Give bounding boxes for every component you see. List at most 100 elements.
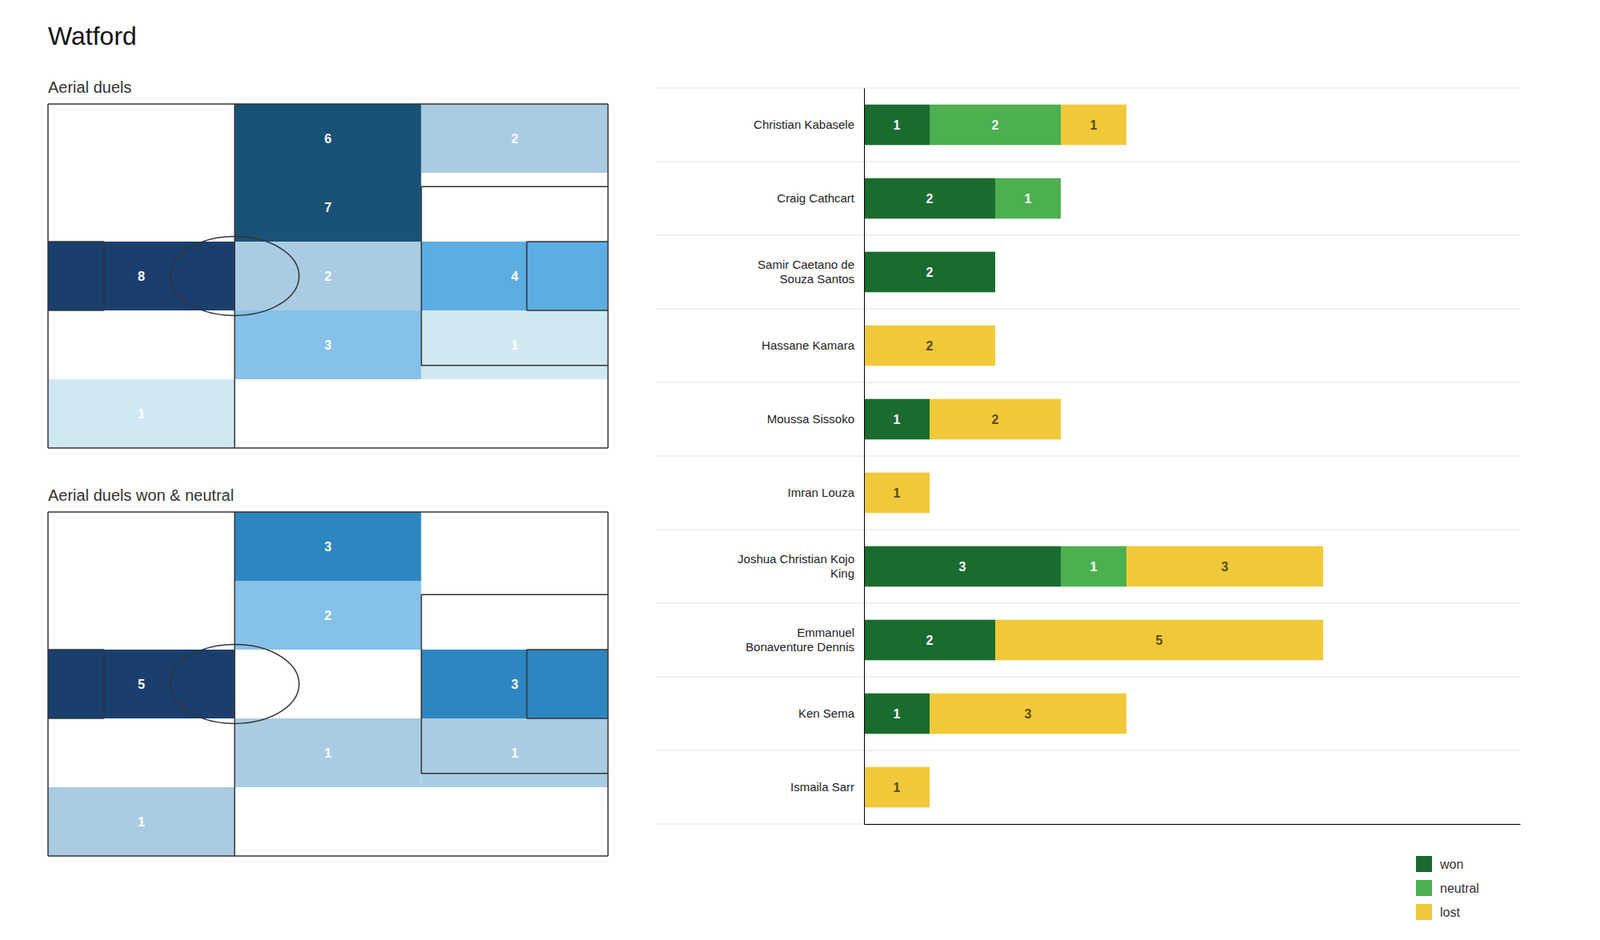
heatmap-cell bbox=[48, 379, 235, 448]
tick-label: Imran Louza bbox=[788, 485, 856, 500]
heatmap-cell bbox=[421, 104, 608, 173]
row-separator bbox=[656, 382, 1520, 384]
heatmap-cell bbox=[48, 172, 235, 242]
chart-title: Aerial duels bbox=[48, 78, 132, 96]
bar-segment bbox=[864, 104, 930, 146]
data-label: 3 bbox=[324, 338, 332, 352]
tick-label-line: Ken Sema bbox=[798, 706, 856, 720]
pitch-line bbox=[421, 185, 608, 188]
bar-labels: 122132121112213531 bbox=[893, 118, 1229, 795]
tick-label-line: Craig Cathcart bbox=[776, 191, 856, 205]
row-separator bbox=[656, 824, 1520, 825]
row-separators bbox=[656, 88, 1520, 824]
pitch-line bbox=[421, 364, 608, 367]
bar-segment bbox=[1126, 546, 1324, 588]
bar-segment bbox=[864, 546, 1061, 588]
tick-label: Craig Cathcart bbox=[776, 191, 856, 205]
heatmap-cell bbox=[48, 310, 235, 380]
legend-label: neutral bbox=[1440, 881, 1480, 896]
pitch-line bbox=[48, 309, 104, 312]
heatmap-cell bbox=[234, 649, 421, 719]
row-separator bbox=[656, 529, 1520, 531]
data-label: 1 bbox=[893, 707, 901, 721]
legend-label: lost bbox=[1440, 905, 1460, 920]
heatmap-cell bbox=[234, 512, 421, 581]
pitch-line bbox=[234, 104, 236, 448]
data-label: 1 bbox=[893, 412, 901, 427]
bar-segment bbox=[1060, 546, 1127, 588]
pitch-line bbox=[526, 241, 528, 311]
page-title: Watford bbox=[48, 21, 137, 51]
axis-line bbox=[864, 824, 1521, 825]
bar-segment bbox=[864, 620, 996, 661]
data-label: 1 bbox=[324, 746, 332, 760]
tick-label-line: Samir Caetano de bbox=[757, 257, 855, 272]
data-label: 1 bbox=[137, 407, 145, 421]
bar-segment bbox=[929, 693, 1127, 735]
data-label: 1 bbox=[1090, 560, 1098, 574]
heatmap-cell bbox=[48, 580, 235, 650]
pitch-line bbox=[421, 772, 608, 775]
pitch-lines bbox=[48, 104, 608, 448]
heatmap-cell bbox=[421, 649, 608, 719]
tick-label-line: Ismaila Sarr bbox=[790, 780, 855, 794]
tick: Ken Sema bbox=[798, 706, 864, 720]
heatmap-cell bbox=[234, 310, 421, 380]
pitch-line bbox=[527, 717, 609, 720]
heatmap-cell bbox=[421, 379, 608, 448]
data-label: 2 bbox=[324, 269, 332, 284]
pitch-line bbox=[527, 240, 609, 243]
pitch-line bbox=[47, 512, 49, 856]
data-label: 2 bbox=[926, 192, 934, 206]
tick-label-line: Moussa Sissoko bbox=[767, 412, 855, 426]
bar-segment bbox=[864, 767, 930, 808]
bar-segment bbox=[995, 178, 1061, 220]
data-label: 1 bbox=[893, 118, 901, 132]
tick-label: Ismaila Sarr bbox=[790, 780, 855, 794]
heatmap-cell bbox=[421, 512, 608, 581]
heatmap-cell bbox=[48, 787, 235, 856]
tick: Christian Kabasele bbox=[753, 117, 864, 132]
data-label: 1 bbox=[1024, 192, 1032, 206]
tick: Samir Caetano deSouza Santos bbox=[757, 257, 864, 286]
legend-swatch bbox=[1416, 904, 1432, 920]
pitch-lines bbox=[48, 512, 608, 856]
bar-segment bbox=[864, 399, 930, 440]
tick-label-line: Imran Louza bbox=[788, 485, 856, 500]
chart-title: Aerial duels won & neutral bbox=[48, 486, 234, 504]
legend-item: lost bbox=[1416, 904, 1460, 920]
tick: Joshua Christian KojoKing bbox=[737, 552, 864, 580]
data-label: 2 bbox=[926, 339, 934, 353]
heatmap-cell bbox=[234, 104, 421, 173]
tick: Craig Cathcart bbox=[776, 191, 864, 205]
axis-line bbox=[864, 88, 865, 825]
row-separator bbox=[656, 308, 1520, 310]
cell-labels: 3253111 bbox=[137, 540, 519, 829]
tick-label-line: Emmanuel bbox=[796, 625, 855, 640]
data-label: 1 bbox=[893, 780, 901, 795]
x-axis bbox=[864, 824, 1521, 825]
tick-label: Hassane Kamara bbox=[761, 338, 856, 352]
data-label: 2 bbox=[992, 412, 1000, 427]
pitch-line bbox=[103, 241, 105, 311]
data-label: 1 bbox=[511, 338, 519, 352]
legend-item: won bbox=[1416, 856, 1464, 872]
pitch-line bbox=[48, 240, 104, 243]
data-label: 1 bbox=[511, 746, 519, 760]
row-separator bbox=[656, 161, 1520, 163]
bar-segment bbox=[864, 178, 996, 220]
tick-label-line: Bonaventure Dennis bbox=[745, 640, 855, 654]
pitch-line bbox=[47, 104, 49, 448]
heatmap-cell bbox=[234, 718, 421, 788]
heatmap-cell bbox=[421, 787, 608, 856]
bar-segment bbox=[995, 620, 1324, 661]
cells bbox=[48, 512, 608, 856]
data-label: 2 bbox=[926, 265, 934, 280]
pitch-line bbox=[527, 309, 609, 312]
cells bbox=[48, 104, 608, 448]
pitch-line bbox=[48, 447, 608, 449]
pitch-line bbox=[420, 594, 423, 774]
heatmap-cell bbox=[48, 512, 235, 581]
data-label: 5 bbox=[137, 677, 145, 692]
tick-label-line: Joshua Christian Kojo bbox=[737, 552, 855, 566]
